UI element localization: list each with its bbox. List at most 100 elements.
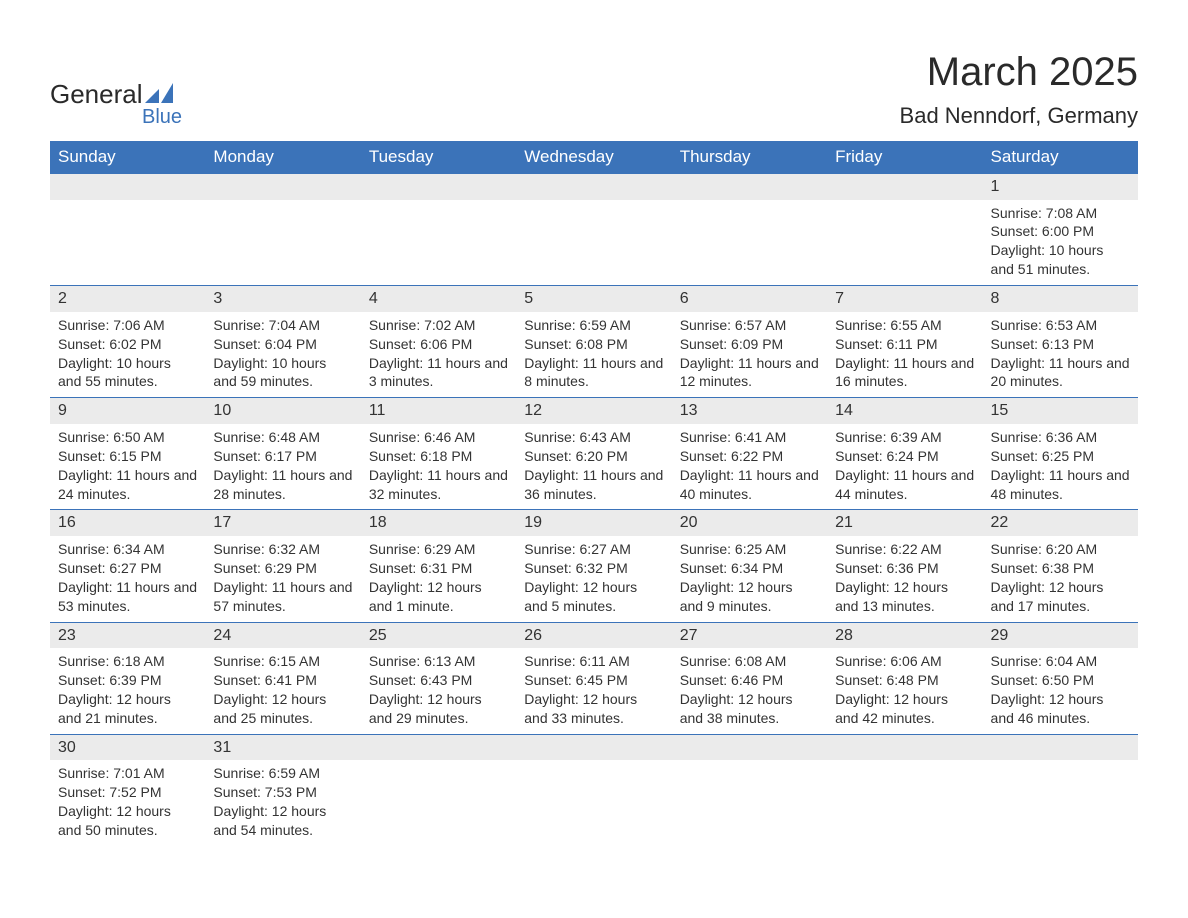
sunrise-text: Sunrise: 7:02 AM bbox=[369, 316, 508, 335]
day-content: Sunrise: 7:01 AMSunset: 7:52 PMDaylight:… bbox=[50, 760, 205, 846]
daylight-text: Daylight: 10 hours and 55 minutes. bbox=[58, 354, 197, 392]
calendar-cell bbox=[516, 174, 671, 286]
calendar-cell: 21Sunrise: 6:22 AMSunset: 6:36 PMDayligh… bbox=[827, 510, 982, 622]
day-number: 11 bbox=[361, 398, 516, 424]
daylight-text: Daylight: 12 hours and 5 minutes. bbox=[524, 578, 663, 616]
day-content: Sunrise: 6:15 AMSunset: 6:41 PMDaylight:… bbox=[205, 648, 360, 734]
day-content: Sunrise: 7:08 AMSunset: 6:00 PMDaylight:… bbox=[983, 200, 1138, 286]
daylight-text: Daylight: 11 hours and 48 minutes. bbox=[991, 466, 1130, 504]
sunset-text: Sunset: 7:53 PM bbox=[213, 783, 352, 802]
day-content: Sunrise: 6:22 AMSunset: 6:36 PMDaylight:… bbox=[827, 536, 982, 622]
day-number: 10 bbox=[205, 398, 360, 424]
daylight-text: Daylight: 12 hours and 17 minutes. bbox=[991, 578, 1130, 616]
day-number: 24 bbox=[205, 623, 360, 649]
daylight-text: Daylight: 12 hours and 46 minutes. bbox=[991, 690, 1130, 728]
day-number: 12 bbox=[516, 398, 671, 424]
sunrise-text: Sunrise: 7:04 AM bbox=[213, 316, 352, 335]
day-content: Sunrise: 6:08 AMSunset: 6:46 PMDaylight:… bbox=[672, 648, 827, 734]
daylight-text: Daylight: 12 hours and 38 minutes. bbox=[680, 690, 819, 728]
sunset-text: Sunset: 6:22 PM bbox=[680, 447, 819, 466]
daylight-text: Daylight: 11 hours and 20 minutes. bbox=[991, 354, 1130, 392]
day-number: 21 bbox=[827, 510, 982, 536]
calendar-cell: 9Sunrise: 6:50 AMSunset: 6:15 PMDaylight… bbox=[50, 398, 205, 510]
daylight-text: Daylight: 11 hours and 53 minutes. bbox=[58, 578, 197, 616]
sunrise-text: Sunrise: 7:08 AM bbox=[991, 204, 1130, 223]
daylight-text: Daylight: 11 hours and 8 minutes. bbox=[524, 354, 663, 392]
sunset-text: Sunset: 6:02 PM bbox=[58, 335, 197, 354]
day-number: 18 bbox=[361, 510, 516, 536]
day-content: Sunrise: 6:06 AMSunset: 6:48 PMDaylight:… bbox=[827, 648, 982, 734]
day-number: 15 bbox=[983, 398, 1138, 424]
day-content: Sunrise: 6:13 AMSunset: 6:43 PMDaylight:… bbox=[361, 648, 516, 734]
sunset-text: Sunset: 6:20 PM bbox=[524, 447, 663, 466]
day-number: 28 bbox=[827, 623, 982, 649]
sunrise-text: Sunrise: 6:06 AM bbox=[835, 652, 974, 671]
calendar-cell: 6Sunrise: 6:57 AMSunset: 6:09 PMDaylight… bbox=[672, 286, 827, 398]
calendar-cell: 17Sunrise: 6:32 AMSunset: 6:29 PMDayligh… bbox=[205, 510, 360, 622]
sunrise-text: Sunrise: 6:04 AM bbox=[991, 652, 1130, 671]
daylight-text: Daylight: 11 hours and 12 minutes. bbox=[680, 354, 819, 392]
calendar-cell: 18Sunrise: 6:29 AMSunset: 6:31 PMDayligh… bbox=[361, 510, 516, 622]
day-content: Sunrise: 6:11 AMSunset: 6:45 PMDaylight:… bbox=[516, 648, 671, 734]
day-number: 7 bbox=[827, 286, 982, 312]
day-content: Sunrise: 7:04 AMSunset: 6:04 PMDaylight:… bbox=[205, 312, 360, 398]
calendar-cell: 22Sunrise: 6:20 AMSunset: 6:38 PMDayligh… bbox=[983, 510, 1138, 622]
calendar-cell: 29Sunrise: 6:04 AMSunset: 6:50 PMDayligh… bbox=[983, 622, 1138, 734]
day-content: Sunrise: 6:48 AMSunset: 6:17 PMDaylight:… bbox=[205, 424, 360, 510]
logo: General Blue bbox=[50, 79, 182, 129]
sunrise-text: Sunrise: 6:11 AM bbox=[524, 652, 663, 671]
calendar-cell: 1Sunrise: 7:08 AMSunset: 6:00 PMDaylight… bbox=[983, 174, 1138, 286]
sunrise-text: Sunrise: 6:18 AM bbox=[58, 652, 197, 671]
daylight-text: Daylight: 11 hours and 3 minutes. bbox=[369, 354, 508, 392]
daylight-text: Daylight: 11 hours and 40 minutes. bbox=[680, 466, 819, 504]
day-number: 9 bbox=[50, 398, 205, 424]
sunrise-text: Sunrise: 6:27 AM bbox=[524, 540, 663, 559]
day-number-empty bbox=[827, 174, 982, 200]
day-content: Sunrise: 6:50 AMSunset: 6:15 PMDaylight:… bbox=[50, 424, 205, 510]
day-number-empty bbox=[361, 735, 516, 761]
sunrise-text: Sunrise: 6:39 AM bbox=[835, 428, 974, 447]
calendar-cell: 11Sunrise: 6:46 AMSunset: 6:18 PMDayligh… bbox=[361, 398, 516, 510]
calendar-cell: 28Sunrise: 6:06 AMSunset: 6:48 PMDayligh… bbox=[827, 622, 982, 734]
day-content: Sunrise: 6:59 AMSunset: 7:53 PMDaylight:… bbox=[205, 760, 360, 846]
day-content: Sunrise: 6:32 AMSunset: 6:29 PMDaylight:… bbox=[205, 536, 360, 622]
daylight-text: Daylight: 12 hours and 54 minutes. bbox=[213, 802, 352, 840]
calendar-cell: 19Sunrise: 6:27 AMSunset: 6:32 PMDayligh… bbox=[516, 510, 671, 622]
location-text: Bad Nenndorf, Germany bbox=[900, 103, 1138, 129]
daylight-text: Daylight: 10 hours and 59 minutes. bbox=[213, 354, 352, 392]
daylight-text: Daylight: 11 hours and 36 minutes. bbox=[524, 466, 663, 504]
calendar-cell: 16Sunrise: 6:34 AMSunset: 6:27 PMDayligh… bbox=[50, 510, 205, 622]
sunrise-text: Sunrise: 6:43 AM bbox=[524, 428, 663, 447]
sunset-text: Sunset: 6:45 PM bbox=[524, 671, 663, 690]
calendar-cell bbox=[672, 174, 827, 286]
calendar-cell: 5Sunrise: 6:59 AMSunset: 6:08 PMDaylight… bbox=[516, 286, 671, 398]
calendar-cell: 3Sunrise: 7:04 AMSunset: 6:04 PMDaylight… bbox=[205, 286, 360, 398]
day-content: Sunrise: 6:20 AMSunset: 6:38 PMDaylight:… bbox=[983, 536, 1138, 622]
daylight-text: Daylight: 12 hours and 50 minutes. bbox=[58, 802, 197, 840]
day-number: 5 bbox=[516, 286, 671, 312]
day-number: 14 bbox=[827, 398, 982, 424]
sunrise-text: Sunrise: 6:20 AM bbox=[991, 540, 1130, 559]
sunrise-text: Sunrise: 6:13 AM bbox=[369, 652, 508, 671]
day-number: 16 bbox=[50, 510, 205, 536]
sunset-text: Sunset: 6:18 PM bbox=[369, 447, 508, 466]
daylight-text: Daylight: 12 hours and 33 minutes. bbox=[524, 690, 663, 728]
calendar-week-row: 2Sunrise: 7:06 AMSunset: 6:02 PMDaylight… bbox=[50, 286, 1138, 398]
sunset-text: Sunset: 6:29 PM bbox=[213, 559, 352, 578]
calendar-body: 1Sunrise: 7:08 AMSunset: 6:00 PMDaylight… bbox=[50, 174, 1138, 846]
calendar-cell: 25Sunrise: 6:13 AMSunset: 6:43 PMDayligh… bbox=[361, 622, 516, 734]
calendar-cell: 15Sunrise: 6:36 AMSunset: 6:25 PMDayligh… bbox=[983, 398, 1138, 510]
day-content: Sunrise: 6:57 AMSunset: 6:09 PMDaylight:… bbox=[672, 312, 827, 398]
day-header-thursday: Thursday bbox=[672, 141, 827, 174]
day-number: 8 bbox=[983, 286, 1138, 312]
calendar-cell: 31Sunrise: 6:59 AMSunset: 7:53 PMDayligh… bbox=[205, 734, 360, 846]
daylight-text: Daylight: 12 hours and 1 minute. bbox=[369, 578, 508, 616]
sunrise-text: Sunrise: 6:25 AM bbox=[680, 540, 819, 559]
calendar-week-row: 1Sunrise: 7:08 AMSunset: 6:00 PMDaylight… bbox=[50, 174, 1138, 286]
calendar-cell: 27Sunrise: 6:08 AMSunset: 6:46 PMDayligh… bbox=[672, 622, 827, 734]
day-header-friday: Friday bbox=[827, 141, 982, 174]
calendar-week-row: 23Sunrise: 6:18 AMSunset: 6:39 PMDayligh… bbox=[50, 622, 1138, 734]
day-content: Sunrise: 6:39 AMSunset: 6:24 PMDaylight:… bbox=[827, 424, 982, 510]
calendar-cell bbox=[361, 174, 516, 286]
day-content: Sunrise: 6:41 AMSunset: 6:22 PMDaylight:… bbox=[672, 424, 827, 510]
